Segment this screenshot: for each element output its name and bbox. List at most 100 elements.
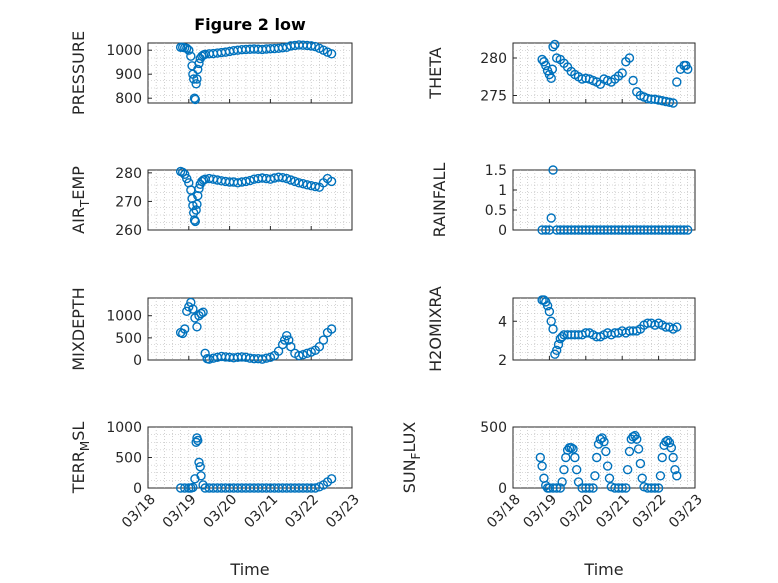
data-point (190, 216, 201, 227)
data-point (628, 75, 638, 86)
data-point (664, 97, 675, 107)
data-point (664, 438, 675, 448)
data-point (261, 353, 272, 363)
y-tick-label: 280 (480, 51, 507, 67)
y-tick-label: 270 (115, 194, 142, 210)
data-point (186, 297, 196, 308)
x-tick-label: 03/21 (241, 492, 281, 532)
y-tick-label: 1.5 (485, 163, 507, 179)
data-point (661, 225, 671, 235)
data-point (668, 98, 678, 108)
data-point (548, 483, 558, 493)
y-axis-label: MIXDEPTH (69, 287, 88, 370)
data-point (572, 465, 582, 475)
y-tick-label: 4 (498, 314, 507, 330)
data-point (277, 173, 288, 183)
data-point (683, 225, 693, 235)
data-point (193, 435, 203, 446)
data-point (559, 465, 569, 475)
data-point (310, 483, 320, 493)
data-point (544, 225, 555, 235)
data-point (592, 225, 602, 235)
y-tick-label: 1000 (106, 420, 142, 436)
data-point (566, 443, 576, 453)
x-tick-label: 03/22 (282, 492, 322, 532)
data-point (599, 436, 609, 447)
data-point (326, 474, 337, 484)
y-tick-label: 280 (115, 166, 142, 182)
data-point (621, 225, 631, 235)
data-point (282, 173, 292, 184)
y-axis-label: PRESSURE (69, 31, 88, 115)
data-point (622, 465, 633, 475)
data-point (670, 465, 680, 475)
x-tick-label: 03/22 (630, 492, 670, 532)
data-point (551, 483, 562, 493)
data-point (548, 42, 558, 52)
data-point (592, 452, 602, 463)
data-point (191, 437, 201, 447)
data-point (624, 225, 635, 235)
data-point (188, 74, 199, 84)
data-point (548, 324, 558, 334)
data-point (557, 477, 567, 487)
data-point (180, 169, 190, 179)
data-point (548, 165, 558, 175)
data-point (675, 225, 686, 235)
y-tick-label: 1000 (106, 309, 142, 325)
y-axis-label: THETA (426, 47, 445, 99)
data-point (562, 225, 573, 235)
data-point (326, 176, 337, 187)
data-point (544, 483, 555, 493)
data-point (566, 225, 576, 235)
data-point (191, 205, 201, 215)
data-point (568, 444, 578, 454)
data-point (679, 225, 689, 235)
data-point (537, 461, 547, 471)
data-point (541, 225, 551, 235)
data-point (617, 483, 627, 493)
data-point (588, 483, 598, 493)
y-tick-label: 900 (115, 67, 142, 83)
data-point (672, 471, 682, 481)
data-point (555, 225, 566, 235)
data-point (632, 225, 642, 235)
data-point (653, 225, 664, 235)
data-point (628, 225, 638, 235)
x-tick-label: 03/20 (201, 492, 241, 532)
axes-rainfall: 0 0.5 1 1.5 RAINFALL (430, 163, 696, 239)
data-point (577, 483, 587, 493)
data-point (581, 483, 591, 493)
data-point (302, 348, 312, 359)
data-point (547, 64, 558, 74)
data-point (657, 225, 667, 235)
axes-pressure: 800 900 1000 PRESSURE (69, 31, 353, 115)
data-point (633, 444, 644, 454)
data-point (182, 43, 192, 53)
data-point (653, 483, 664, 493)
data-point (555, 483, 566, 493)
data-point (294, 350, 304, 361)
x-tick-label: 03/18 (484, 492, 524, 532)
data-point (602, 225, 613, 235)
data-point (613, 225, 624, 235)
data-point (562, 330, 573, 340)
data-point (581, 225, 591, 235)
data-point (195, 461, 205, 472)
y-tick-label: 0 (133, 481, 142, 497)
data-point (570, 330, 580, 340)
x-tick-label: 03/23 (666, 492, 706, 532)
data-point (559, 330, 569, 340)
data-point (290, 176, 300, 187)
data-point (570, 225, 580, 235)
data-point (595, 225, 606, 235)
data-point (279, 335, 290, 345)
data-point (192, 322, 202, 332)
axes-mixdepth: 0 500 1000 MIXDEPTH (69, 287, 353, 371)
data-point (650, 225, 660, 235)
data-point (535, 452, 545, 463)
data-point (190, 94, 201, 105)
data-point (542, 301, 553, 311)
x-axis-label: Time (229, 560, 269, 579)
data-point (577, 225, 587, 235)
